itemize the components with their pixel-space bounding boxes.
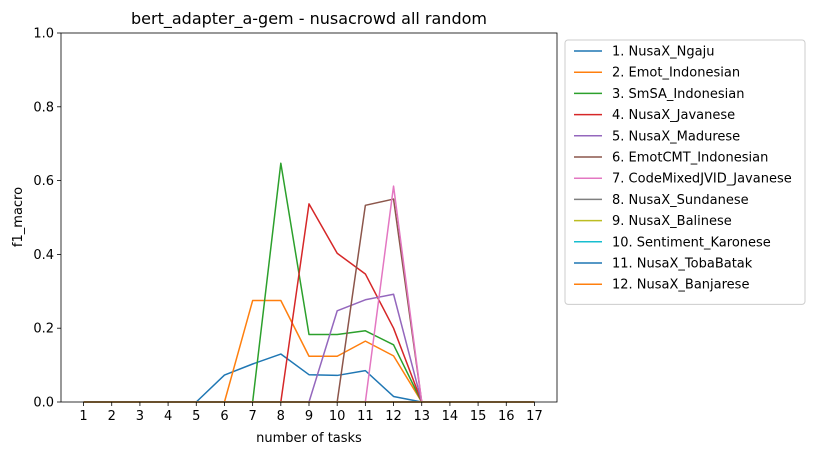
x-tick-label: 12 [385,409,402,424]
x-tick-label: 1 [79,409,87,424]
x-tick-label: 5 [192,409,200,424]
x-tick-label: 2 [108,409,116,424]
legend-label: 12. NusaX_Banjarese [612,278,749,293]
y-tick-label: 0.8 [33,100,54,115]
y-tick-label: 1.0 [33,27,54,42]
legend-box [564,39,806,305]
legend: 1. NusaX_Ngaju 2. Emot_Indonesian 3. SmSA_… [564,39,806,305]
legend-label: 8. NusaX_Sundanese [612,193,749,208]
legend-label: 6. EmotCMT_Indonesian [612,151,768,166]
x-axis-label: number of tasks [256,431,362,446]
x-tick-label: 15 [470,409,487,424]
x-tick-label: 16 [498,409,515,424]
legend-label: 2. Emot_Indonesian [612,66,740,81]
x-axis: 1 2 3 4 5 6 7 8 9 10 11 12 13 14 15 16 17 [79,402,543,424]
legend-label: 3. SmSA_Indonesian [612,87,744,102]
x-tick-label: 8 [277,409,285,424]
legend-label: 5. NusaX_Madurese [612,129,740,144]
y-axis-label: f1_macro [11,187,26,247]
y-tick-label: 0.6 [33,174,54,189]
y-tick-label: 0.2 [33,322,54,337]
legend-label: 1. NusaX_Ngaju [612,45,714,60]
legend-label: 4. NusaX_Javanese [612,108,735,123]
chart-title: bert_adapter_a-gem - nusacrowd all rando… [131,9,487,29]
x-tick-label: 11 [357,409,374,424]
x-tick-label: 7 [248,409,256,424]
x-tick-label: 9 [305,409,313,424]
legend-label: 11. NusaX_TobaBatak [612,257,753,272]
x-tick-label: 4 [164,409,172,424]
x-tick-label: 3 [136,409,144,424]
y-tick-label: 0.0 [33,396,54,411]
x-tick-label: 10 [329,409,346,424]
legend-label: 10. Sentiment_Karonese [612,235,771,250]
x-tick-label: 17 [526,409,543,424]
y-tick-label: 0.4 [33,248,54,263]
legend-label: 9. NusaX_Balinese [612,214,732,229]
x-tick-label: 14 [442,409,459,424]
y-axis: 0.0 0.2 0.4 0.6 0.8 1.0 [33,27,61,411]
x-tick-label: 6 [220,409,228,424]
legend-label: 7. CodeMixedJVID_Javanese [612,172,792,187]
x-tick-label: 13 [413,409,430,424]
